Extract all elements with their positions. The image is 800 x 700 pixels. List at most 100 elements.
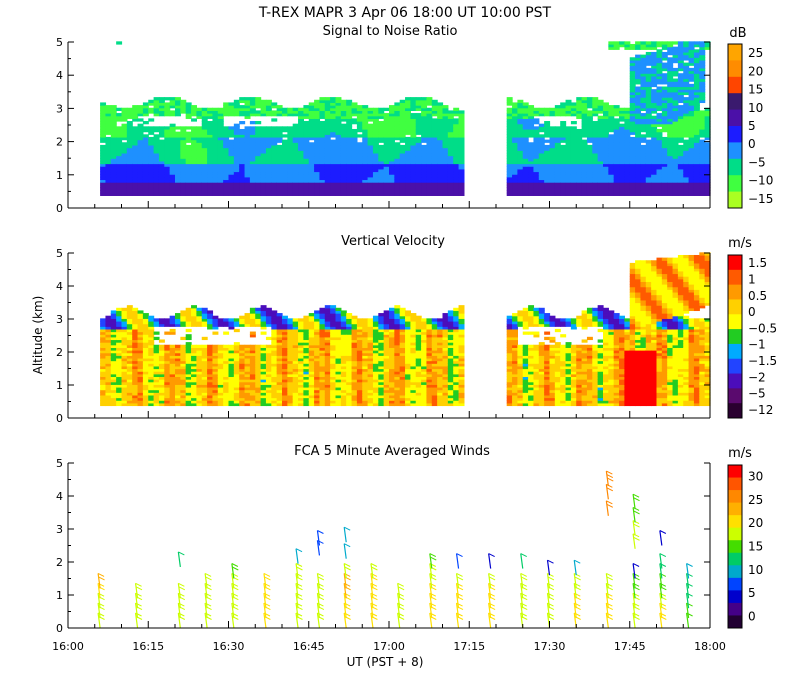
- snr-cell: [292, 190, 299, 194]
- velocity-cell: [100, 318, 107, 322]
- snr-cell: [287, 163, 294, 167]
- snr-cell: [688, 118, 695, 122]
- snr-cell: [421, 152, 428, 157]
- snr-cell: [677, 75, 684, 80]
- velocity-cell: [185, 392, 192, 396]
- snr-cell: [699, 192, 706, 196]
- snr-cell: [431, 190, 438, 194]
- snr-cell: [656, 174, 663, 178]
- snr-cell: [233, 126, 240, 130]
- snr-cell: [549, 166, 556, 170]
- snr-cell: [426, 155, 433, 159]
- snr-cell: [656, 160, 663, 165]
- snr-cell: [586, 128, 593, 133]
- snr-cell: [640, 121, 647, 125]
- snr-cell: [683, 81, 690, 85]
- snr-cell: [362, 147, 369, 151]
- snr-cell: [217, 121, 224, 125]
- snr-cell: [399, 115, 406, 119]
- snr-cell: [351, 166, 358, 170]
- velocity-cell: [116, 389, 123, 393]
- velocity-cell: [132, 355, 139, 359]
- snr-cell: [431, 126, 438, 130]
- snr-cell: [319, 166, 326, 170]
- snr-cell: [185, 158, 192, 162]
- snr-cell: [137, 139, 144, 143]
- velocity-cell: [271, 394, 278, 399]
- snr-cell: [421, 168, 428, 173]
- snr-cell: [570, 190, 577, 194]
- snr-cell: [249, 152, 256, 157]
- snr-cell: [624, 142, 631, 146]
- snr-cell: [244, 176, 251, 181]
- velocity-cell: [239, 394, 246, 399]
- velocity-cell: [185, 315, 192, 319]
- snr-cell: [265, 134, 272, 138]
- snr-cell: [688, 86, 695, 90]
- colorbar-label: 10: [748, 101, 763, 115]
- snr-cell: [693, 144, 700, 149]
- snr-cell: [212, 121, 219, 125]
- snr-cell: [362, 121, 369, 125]
- snr-cell: [233, 128, 240, 133]
- snr-cell: [458, 174, 465, 178]
- snr-cell: [405, 121, 411, 125]
- snr-cell: [292, 123, 299, 127]
- snr-cell: [645, 59, 652, 64]
- snr-cell: [394, 179, 401, 183]
- snr-cell: [560, 139, 567, 143]
- snr-cell: [512, 192, 518, 196]
- snr-cell: [303, 113, 310, 117]
- snr-cell: [651, 102, 658, 106]
- snr-cell: [533, 107, 540, 111]
- snr-cell: [100, 136, 107, 141]
- snr-cell: [656, 152, 663, 157]
- snr-cell: [260, 126, 267, 130]
- snr-cell: [405, 168, 411, 173]
- velocity-cell: [287, 379, 294, 383]
- velocity-cell: [148, 352, 155, 356]
- velocity-cell: [228, 400, 235, 404]
- snr-cell: [421, 166, 428, 170]
- velocity-cell: [276, 381, 283, 385]
- snr-cell: [437, 134, 444, 138]
- snr-cell: [399, 147, 406, 151]
- snr-cell: [661, 46, 668, 50]
- snr-cell: [538, 158, 545, 162]
- snr-cell: [362, 160, 369, 165]
- velocity-cell: [260, 371, 267, 375]
- snr-cell: [217, 113, 224, 117]
- snr-cell: [100, 152, 107, 157]
- velocity-cell: [233, 350, 240, 354]
- snr-cell: [148, 192, 155, 196]
- velocity-cell: [169, 363, 176, 367]
- snr-cell: [249, 131, 256, 135]
- snr-cell: [645, 86, 652, 90]
- snr-cell: [645, 155, 652, 159]
- snr-cell: [116, 150, 123, 154]
- velocity-cell: [249, 357, 256, 362]
- snr-cell: [153, 184, 160, 189]
- snr-cell: [699, 166, 706, 170]
- snr-cell: [693, 51, 700, 56]
- snr-cell: [613, 126, 620, 130]
- snr-cell: [175, 158, 181, 162]
- snr-cell: [651, 115, 658, 119]
- snr-cell: [447, 123, 454, 127]
- velocity-cell: [100, 326, 107, 330]
- snr-cell: [389, 158, 395, 162]
- snr-cell: [362, 179, 369, 183]
- velocity-cell: [217, 392, 224, 396]
- snr-cell: [137, 184, 144, 189]
- snr-cell: [185, 144, 192, 149]
- snr-cell: [656, 70, 663, 74]
- snr-cell: [586, 176, 593, 181]
- snr-cell: [421, 105, 428, 109]
- snr-cell: [688, 136, 695, 141]
- velocity-cell: [271, 331, 278, 335]
- snr-cell: [640, 174, 647, 178]
- snr-cell: [699, 152, 706, 157]
- snr-cell: [677, 121, 684, 125]
- velocity-cell: [260, 386, 267, 391]
- snr-cell: [656, 67, 663, 72]
